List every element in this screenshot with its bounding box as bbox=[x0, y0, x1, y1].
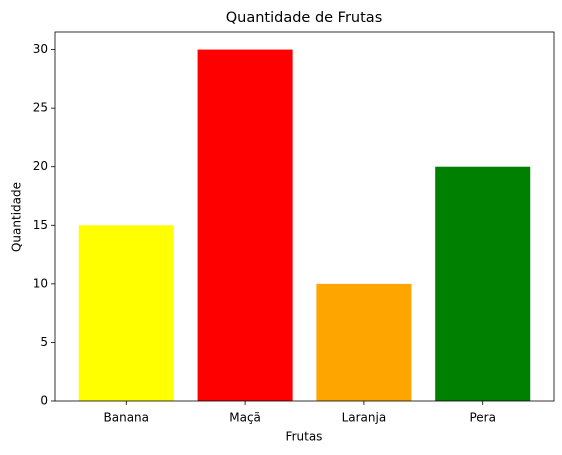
y-tick-label: 15 bbox=[33, 218, 48, 232]
chart-title: Quantidade de Frutas bbox=[226, 10, 383, 26]
y-tick-label: 30 bbox=[33, 42, 48, 56]
x-tick-label: Maçã bbox=[229, 411, 261, 425]
y-tick-label: 25 bbox=[33, 101, 48, 115]
bar bbox=[78, 225, 174, 401]
x-axis-label: Frutas bbox=[286, 430, 323, 444]
y-tick-label: 0 bbox=[40, 394, 48, 408]
plot-frame bbox=[54, 31, 555, 402]
x-tick-label: Banana bbox=[104, 411, 150, 425]
bar bbox=[316, 283, 412, 401]
bar bbox=[435, 166, 531, 401]
y-tick-label: 20 bbox=[33, 159, 48, 173]
x-tick-label: Laranja bbox=[342, 411, 387, 425]
y-axis-label: Quantidade bbox=[10, 182, 24, 252]
y-tick-label: 5 bbox=[40, 335, 48, 349]
y-tick-label: 10 bbox=[33, 276, 48, 290]
x-tick-label: Pera bbox=[469, 411, 495, 425]
bar bbox=[197, 49, 293, 401]
